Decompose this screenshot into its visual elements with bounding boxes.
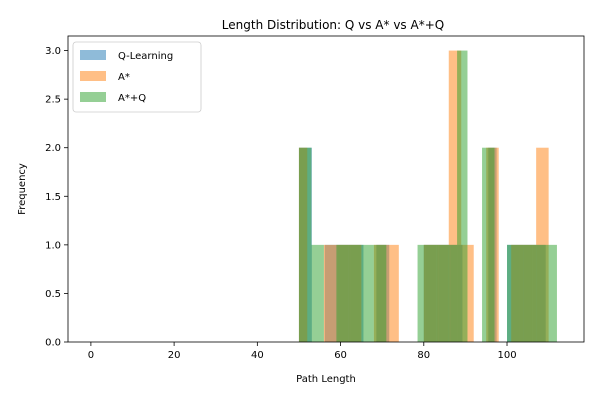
histogram-bar — [519, 244, 532, 342]
histogram-bar — [450, 244, 458, 342]
y-tick-label: 0.5 — [45, 289, 61, 300]
histogram-bar — [373, 244, 387, 342]
histogram-bar — [482, 147, 495, 342]
legend-swatch — [80, 50, 106, 60]
chart-title: Length Distribution: Q vs A* vs A*+Q — [222, 18, 444, 32]
histogram-bar — [438, 244, 451, 342]
legend-label: Q-Learning — [118, 51, 173, 62]
bars-layer — [298, 50, 557, 342]
histogram-bar — [507, 244, 520, 342]
x-tick-label: 40 — [251, 350, 264, 361]
y-axis: 0.0 0.5 1.0 1.5 2.0 2.5 3.0 — [45, 46, 68, 349]
legend-label: A*+Q — [118, 93, 146, 104]
histogram-bar — [348, 244, 362, 342]
y-tick-label: 0.0 — [45, 338, 61, 349]
legend: Q-Learning A* A*+Q — [72, 41, 202, 113]
legend-swatch — [80, 71, 106, 81]
x-tick-label: 20 — [168, 350, 181, 361]
x-axis-label: Path Length — [296, 374, 356, 385]
histogram-bar — [361, 244, 374, 342]
x-tick-label: 60 — [334, 350, 347, 361]
histogram-bar — [298, 147, 312, 342]
series-3 — [298, 50, 557, 342]
legend-swatch — [80, 92, 106, 102]
y-tick-label: 3.0 — [45, 46, 61, 57]
histogram-bar — [336, 244, 349, 342]
y-tick-label: 1.0 — [45, 240, 61, 251]
y-tick-label: 2.0 — [45, 143, 61, 154]
plot-frame — [67, 35, 585, 343]
histogram-bar — [544, 244, 557, 342]
histogram-bar — [417, 244, 426, 342]
legend-label: A* — [118, 72, 130, 83]
histogram-bar — [311, 244, 324, 342]
histogram-bar — [457, 50, 468, 342]
y-tick-label: 1.5 — [45, 192, 61, 203]
x-axis: 0 20 40 60 80 100 — [88, 342, 517, 361]
y-tick-label: 2.5 — [45, 95, 61, 106]
histogram-bar — [323, 244, 337, 342]
x-tick-label: 0 — [88, 350, 94, 361]
histogram-bar — [531, 244, 545, 342]
histogram-bar — [425, 244, 439, 342]
x-tick-label: 80 — [417, 350, 430, 361]
histogram-bar — [386, 244, 399, 342]
y-axis-label: Frequency — [17, 163, 28, 215]
x-tick-label: 100 — [497, 350, 516, 361]
